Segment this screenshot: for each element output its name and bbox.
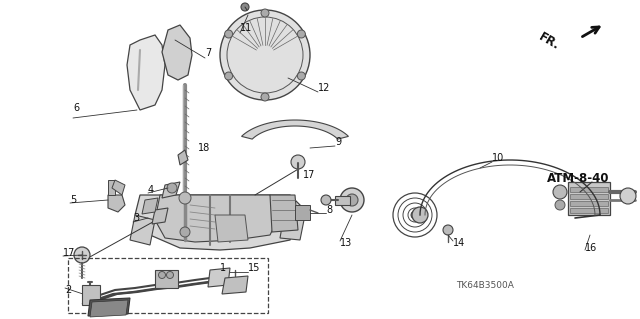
Polygon shape <box>208 268 230 287</box>
Text: 16: 16 <box>585 243 597 253</box>
Circle shape <box>241 3 249 11</box>
Polygon shape <box>570 208 608 213</box>
Circle shape <box>298 30 305 38</box>
Text: 12: 12 <box>318 83 330 93</box>
Polygon shape <box>162 25 192 80</box>
Circle shape <box>166 271 173 278</box>
Text: 4: 4 <box>148 185 154 195</box>
Polygon shape <box>155 195 280 242</box>
Circle shape <box>411 211 419 219</box>
Circle shape <box>291 155 305 169</box>
Text: 8: 8 <box>326 205 332 215</box>
Circle shape <box>74 247 90 263</box>
Text: 14: 14 <box>453 238 465 248</box>
Circle shape <box>179 192 191 204</box>
Circle shape <box>261 93 269 101</box>
Polygon shape <box>570 187 608 192</box>
Text: 9: 9 <box>335 137 341 147</box>
Text: 6: 6 <box>73 103 79 113</box>
Polygon shape <box>155 270 178 288</box>
Polygon shape <box>135 195 305 250</box>
Polygon shape <box>162 182 180 198</box>
Text: 2: 2 <box>65 285 71 295</box>
Polygon shape <box>127 35 165 110</box>
Text: 17: 17 <box>303 170 316 180</box>
Text: 5: 5 <box>70 195 76 205</box>
Bar <box>68 258 268 313</box>
Polygon shape <box>90 300 128 317</box>
Circle shape <box>555 200 565 210</box>
Circle shape <box>321 195 331 205</box>
Text: ATM-8-40: ATM-8-40 <box>547 172 609 184</box>
Text: 1: 1 <box>220 263 226 273</box>
Polygon shape <box>241 120 348 139</box>
Circle shape <box>261 9 269 17</box>
Circle shape <box>412 207 428 223</box>
Polygon shape <box>570 201 608 206</box>
Polygon shape <box>222 276 248 294</box>
Circle shape <box>167 183 177 193</box>
Polygon shape <box>142 198 158 214</box>
Polygon shape <box>270 195 298 232</box>
Polygon shape <box>335 196 350 205</box>
Text: 10: 10 <box>492 153 504 163</box>
Polygon shape <box>570 194 608 199</box>
Polygon shape <box>130 215 155 245</box>
Text: 7: 7 <box>205 48 211 58</box>
Text: 15: 15 <box>248 263 260 273</box>
Circle shape <box>180 227 190 237</box>
Polygon shape <box>295 205 310 220</box>
Text: 3: 3 <box>133 213 139 223</box>
Polygon shape <box>88 298 130 316</box>
Text: TK64B3500A: TK64B3500A <box>456 280 514 290</box>
Circle shape <box>220 10 310 100</box>
Circle shape <box>298 72 305 80</box>
Circle shape <box>620 188 636 204</box>
Text: FR.: FR. <box>536 30 562 52</box>
Text: 13: 13 <box>340 238 352 248</box>
Text: 17: 17 <box>63 248 76 258</box>
Polygon shape <box>82 285 100 305</box>
Circle shape <box>225 30 232 38</box>
Polygon shape <box>215 215 248 242</box>
Polygon shape <box>178 150 188 165</box>
Polygon shape <box>568 182 610 215</box>
Text: 11: 11 <box>240 23 252 33</box>
Circle shape <box>346 194 358 206</box>
Circle shape <box>159 271 166 278</box>
Polygon shape <box>280 210 305 240</box>
Circle shape <box>443 225 453 235</box>
Polygon shape <box>112 180 125 195</box>
Polygon shape <box>152 208 168 224</box>
Text: 18: 18 <box>198 143 211 153</box>
Polygon shape <box>108 195 125 212</box>
Circle shape <box>225 72 232 80</box>
Circle shape <box>553 185 567 199</box>
Polygon shape <box>108 180 115 195</box>
Circle shape <box>340 188 364 212</box>
